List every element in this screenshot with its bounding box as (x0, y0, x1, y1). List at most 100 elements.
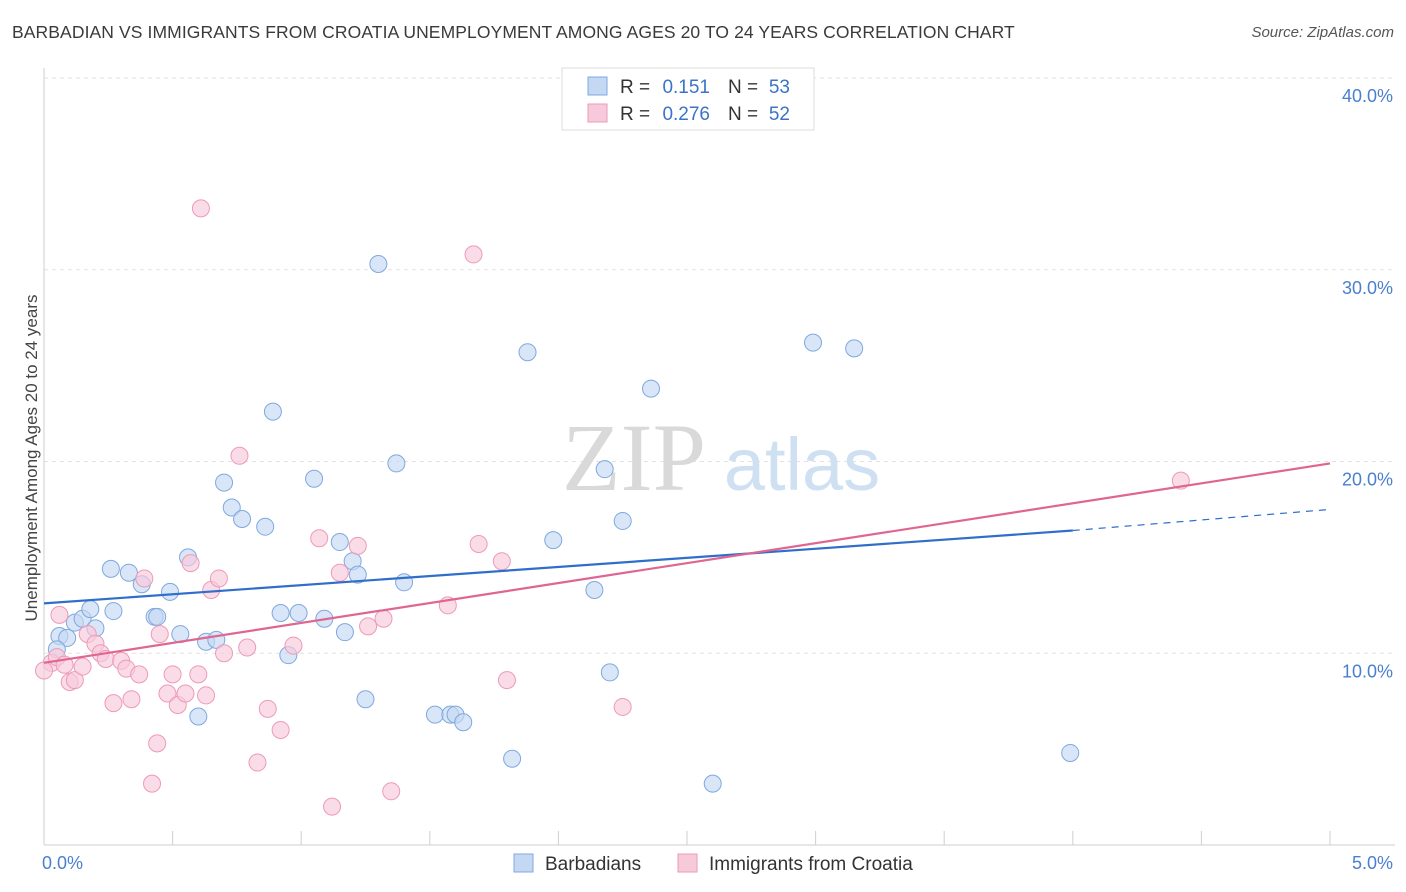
croatia-point (104, 694, 123, 713)
barbadian-point (369, 254, 388, 273)
legend-swatch (587, 76, 608, 96)
legend-r-label: R = (620, 77, 650, 98)
croatia-point (258, 699, 277, 718)
y-tick-label: 40.0% (1342, 86, 1393, 106)
legend-swatch (677, 853, 698, 873)
barbadian-point (81, 600, 100, 619)
croatia-point (143, 774, 162, 793)
barbadian-point (104, 602, 123, 621)
barbadian-point (585, 580, 604, 599)
legend-n-label: N = (728, 77, 758, 98)
barbadian-point (356, 690, 375, 709)
series-barbadians (47, 254, 1080, 793)
legend-stats: R = 0.151 N = 53 R = 0.276 N = 52 (561, 67, 815, 131)
legend-series: Barbadians Immigrants from Croatia (513, 853, 913, 875)
legend-n-label: N = (728, 104, 758, 125)
barbadian-point (425, 705, 444, 724)
legend-r-value: 0.151 (662, 77, 710, 98)
croatia-point (330, 563, 349, 582)
legend-swatch (587, 103, 608, 123)
croatia-point (73, 657, 92, 676)
barbadian-point (289, 603, 308, 622)
croatia-point (469, 534, 488, 553)
barbadian-point (335, 623, 354, 642)
croatia-point (197, 686, 216, 705)
x-tick-label-min: 0.0% (42, 853, 83, 873)
croatia-point (248, 753, 267, 772)
barbadian-point (395, 573, 414, 592)
croatia-point (209, 569, 228, 588)
croatia-point (464, 245, 483, 264)
barbadian-point (641, 379, 660, 398)
barbadian-point (119, 563, 138, 582)
legend-r-value: 0.276 (662, 104, 710, 125)
chart-title: BARBADIAN VS IMMIGRANTS FROM CROATIA UNE… (12, 22, 1015, 42)
y-tick-label: 20.0% (1342, 470, 1393, 490)
barbadian-point (544, 531, 563, 550)
legend-n-value: 53 (769, 77, 790, 98)
barbadian-point (348, 565, 367, 584)
y-tick-label: 30.0% (1342, 278, 1393, 298)
legend-series-label: Barbadians (545, 854, 641, 875)
croatia-point (215, 644, 234, 663)
croatia-point (158, 684, 177, 703)
croatia-trend-line (43, 462, 1331, 664)
barbadian-trend-extension (1072, 508, 1331, 532)
croatia-point (122, 690, 141, 709)
croatia-point (148, 734, 167, 753)
croatia-point (271, 720, 290, 739)
croatia-point (176, 684, 195, 703)
croatia-point (284, 636, 303, 655)
legend-r-label: R = (620, 104, 650, 125)
watermark: ZIP atlas (562, 404, 880, 511)
croatia-point (492, 552, 511, 571)
croatia-point (359, 617, 378, 636)
croatia-point (35, 661, 53, 680)
croatia-point (310, 529, 329, 548)
croatia-point (181, 554, 200, 573)
y-tick-label: 10.0% (1342, 661, 1393, 681)
barbadian-point (233, 510, 252, 529)
croatia-point (135, 569, 154, 588)
watermark-zip: ZIP (562, 404, 706, 511)
barbadian-point (148, 607, 167, 626)
barbadian-point (503, 749, 522, 768)
barbadian-point (845, 339, 864, 358)
barbadian-point (189, 707, 208, 726)
barbadian-point (330, 533, 349, 552)
barbadian-point (305, 469, 324, 488)
croatia-point (238, 638, 257, 657)
legend-series-label: Immigrants from Croatia (709, 854, 913, 875)
croatia-point (374, 609, 393, 628)
barbadian-point (454, 713, 473, 732)
legend-n-value: 52 (769, 104, 790, 125)
croatia-point (65, 671, 84, 690)
barbadian-point (263, 402, 282, 421)
series-croatia (35, 199, 1190, 816)
tick-labels: 10.0% 20.0% 30.0% 40.0% 0.0% 5.0% (42, 86, 1393, 873)
source-label: Source: ZipAtlas.com (1251, 24, 1394, 41)
barbadian-trend-line (43, 529, 1073, 605)
barbadian-point (271, 603, 290, 622)
barbadian-point (256, 517, 275, 536)
barbadian-point (387, 454, 406, 473)
axes (43, 68, 1395, 846)
croatia-point (150, 625, 169, 644)
croatia-point (163, 665, 182, 684)
croatia-point (50, 605, 69, 624)
y-axis-label: Unemployment Among Ages 20 to 24 years (22, 295, 41, 622)
barbadian-point (101, 559, 120, 578)
barbadian-point (804, 333, 823, 352)
croatia-point (230, 446, 249, 465)
barbadian-point (703, 774, 722, 793)
grid-lines (44, 77, 1395, 654)
croatia-point (130, 665, 149, 684)
barbadian-point (613, 511, 632, 530)
x-tick-label-max: 5.0% (1352, 853, 1393, 873)
barbadian-point (1061, 743, 1080, 762)
barbadian-point (161, 582, 180, 601)
croatia-point (497, 671, 516, 690)
trend-lines (43, 462, 1331, 664)
barbadian-point (222, 498, 241, 517)
